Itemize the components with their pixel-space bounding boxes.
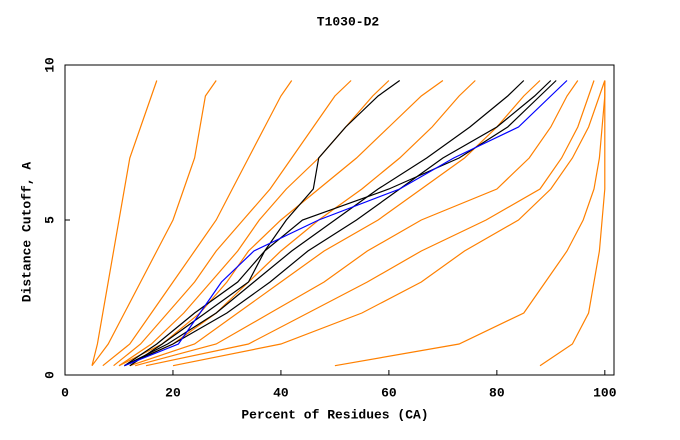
gdt-line	[124, 80, 568, 367]
gdt-line	[129, 80, 541, 367]
plot-frame	[64, 64, 615, 376]
gdt-line	[129, 80, 557, 367]
gdt-line	[113, 80, 352, 367]
y-tick-label: 10	[42, 57, 57, 73]
gdt-line	[334, 80, 606, 367]
gdt-line	[102, 80, 293, 367]
gdt-line	[145, 80, 595, 367]
gdt-line	[118, 80, 390, 367]
x-tick-label: 0	[61, 385, 69, 400]
y-axis-label: Distance Cutoff, A	[19, 162, 34, 303]
gdt-line	[91, 80, 217, 367]
gdt-line	[124, 80, 401, 367]
x-tick-label: 40	[273, 385, 289, 400]
x-tick-label: 100	[593, 385, 617, 400]
y-tick-label: 5	[42, 216, 57, 224]
chart-title: T1030-D2	[317, 14, 380, 29]
x-tick-label: 60	[381, 385, 397, 400]
gdt-line	[118, 80, 444, 367]
gdt-line	[124, 80, 552, 367]
plot-area	[91, 80, 606, 367]
x-tick-label: 80	[489, 385, 505, 400]
gdt-line	[124, 80, 525, 367]
gdt-line	[539, 80, 606, 367]
y-tick-label: 0	[42, 371, 57, 379]
gdt-line	[91, 80, 158, 366]
x-axis-label: Percent of Residues (CA)	[241, 407, 428, 422]
gdt-line	[135, 80, 579, 367]
x-tick-label: 20	[165, 385, 181, 400]
gdt-line	[172, 80, 606, 367]
gdt-line	[124, 80, 476, 367]
